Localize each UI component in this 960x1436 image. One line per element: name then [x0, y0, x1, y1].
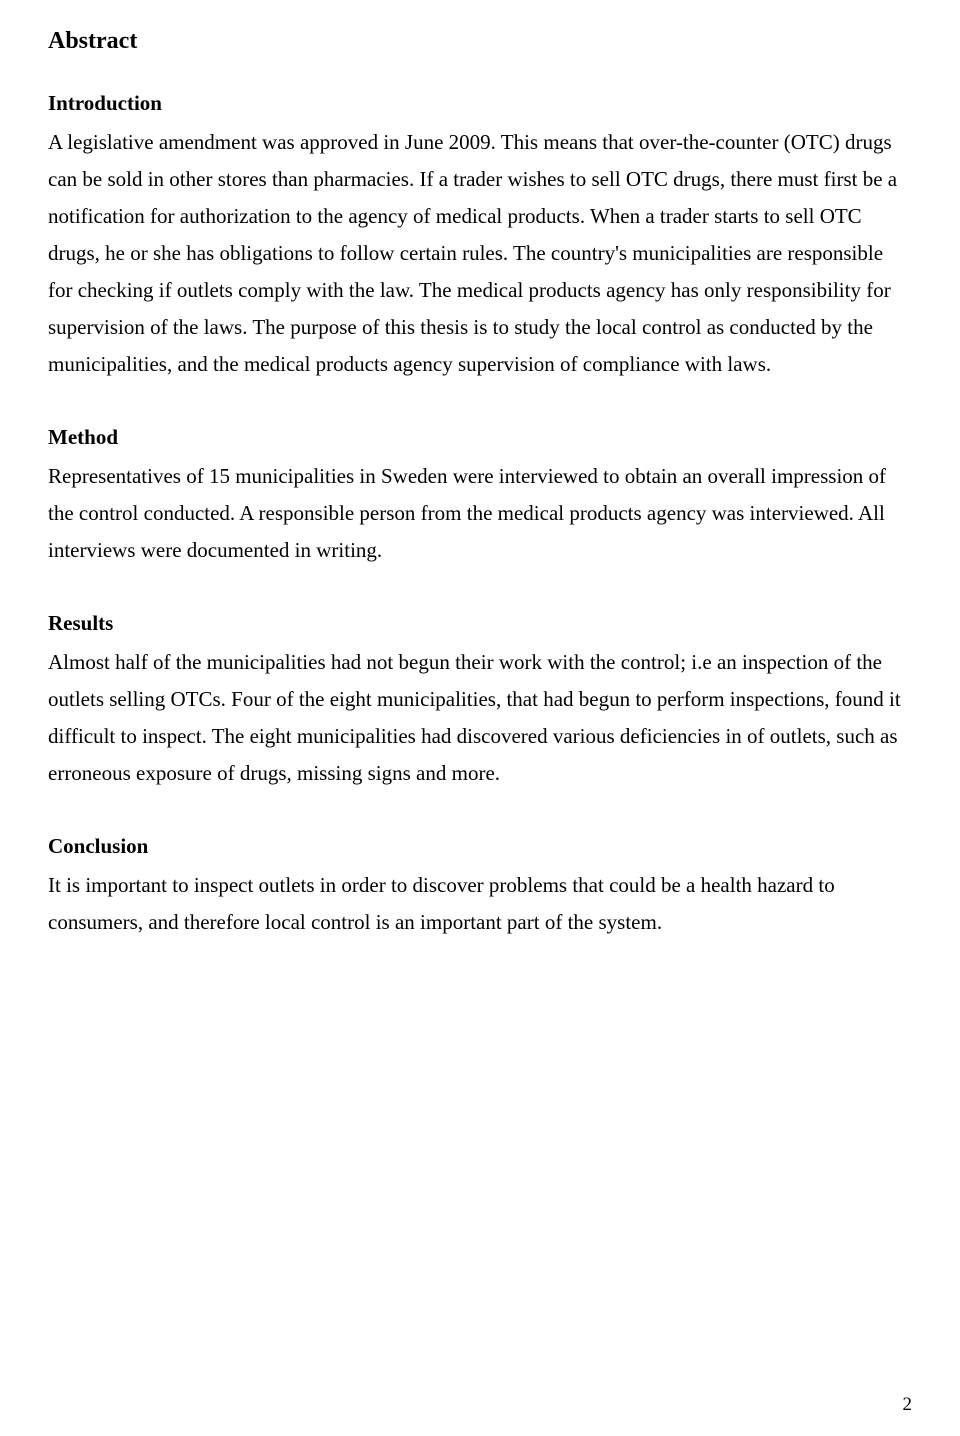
- section-heading-conclusion: Conclusion: [48, 834, 912, 859]
- section-body-method: Representatives of 15 municipalities in …: [48, 458, 912, 569]
- page-title: Abstract: [48, 28, 912, 55]
- section-heading-method: Method: [48, 425, 912, 450]
- section-body-introduction: A legislative amendment was approved in …: [48, 124, 912, 383]
- document-page: Abstract Introduction A legislative amen…: [0, 0, 960, 1436]
- section-body-results: Almost half of the municipalities had no…: [48, 644, 912, 792]
- page-number: 2: [903, 1394, 913, 1416]
- section-heading-results: Results: [48, 611, 912, 636]
- section-heading-introduction: Introduction: [48, 91, 912, 116]
- section-body-conclusion: It is important to inspect outlets in or…: [48, 867, 912, 941]
